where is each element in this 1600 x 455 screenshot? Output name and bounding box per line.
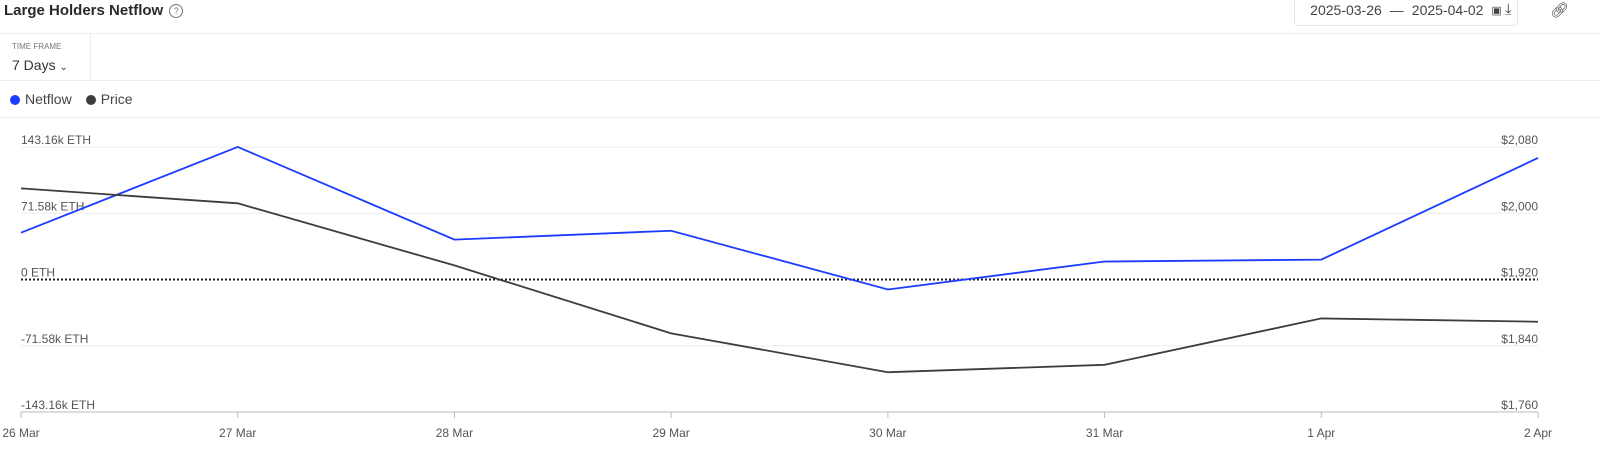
legend-item-netflow[interactable]: Netflow — [10, 91, 72, 107]
right-axis-tick: $2,000 — [1501, 199, 1538, 213]
divider — [0, 117, 1600, 118]
calendar-icon: ▣ — [1491, 4, 1502, 17]
date-end: 2025-04-02 — [1411, 2, 1484, 18]
x-axis-tick: 2 Apr — [1524, 426, 1552, 440]
date-separator: — — [1389, 2, 1404, 18]
left-axis-tick: 0 ETH — [21, 266, 55, 280]
x-axis-tick: 27 Mar — [219, 426, 256, 440]
price-dot-icon — [85, 95, 96, 105]
x-axis-tick: 28 Mar — [436, 426, 473, 440]
timeframe-dropdown[interactable]: 7 Days ⌄ — [12, 57, 68, 73]
chevron-down-icon: ⌄ — [59, 62, 68, 73]
timeframe-label: TIME FRAME — [12, 42, 62, 51]
right-axis-tick: $1,760 — [1501, 398, 1538, 412]
chart-title: Large Holders Netflow? — [4, 2, 184, 19]
question-circle-icon[interactable]: ? — [169, 3, 184, 18]
left-axis-tick: -71.58k ETH — [21, 332, 88, 346]
date-start: 2025-03-26 — [1310, 2, 1382, 18]
legend-label: Price — [100, 91, 133, 107]
divider — [0, 33, 1600, 34]
left-axis-tick: -143.16k ETH — [21, 398, 95, 412]
x-axis-tick: 1 Apr — [1307, 426, 1335, 440]
x-axis-tick: 26 Mar — [2, 426, 39, 440]
title-text: Large Holders Netflow — [4, 2, 164, 19]
legend-item-price[interactable]: Price — [85, 91, 133, 107]
x-axis-tick: 29 Mar — [652, 426, 689, 440]
download-icon[interactable]: ⤓ — [1505, 1, 1512, 18]
right-axis-tick: $1,840 — [1501, 332, 1538, 346]
legend: Netflow Price — [10, 91, 133, 107]
timeframe-value: 7 Days — [12, 57, 56, 73]
series-price-line — [20, 187, 1539, 374]
right-axis-tick: $2,080 — [1501, 133, 1538, 147]
series-netflow-line — [20, 145, 1539, 291]
left-axis-tick: 143.16k ETH — [21, 133, 91, 147]
divider — [0, 80, 1600, 81]
x-axis-tick: 31 Mar — [1086, 426, 1123, 440]
x-axis-tick: 30 Mar — [869, 426, 906, 440]
date-range-picker[interactable]: 2025-03-26 — 2025-04-02 ▣ — [1294, 0, 1518, 26]
link-icon[interactable]: 🔗︎ — [1550, 2, 1570, 19]
right-axis-tick: $1,920 — [1501, 266, 1538, 280]
left-axis-tick: 71.58k ETH — [21, 199, 84, 213]
timeframe-selector[interactable]: TIME FRAME — [0, 33, 91, 80]
legend-label: Netflow — [25, 91, 72, 107]
netflow-dot-icon — [10, 95, 20, 105]
